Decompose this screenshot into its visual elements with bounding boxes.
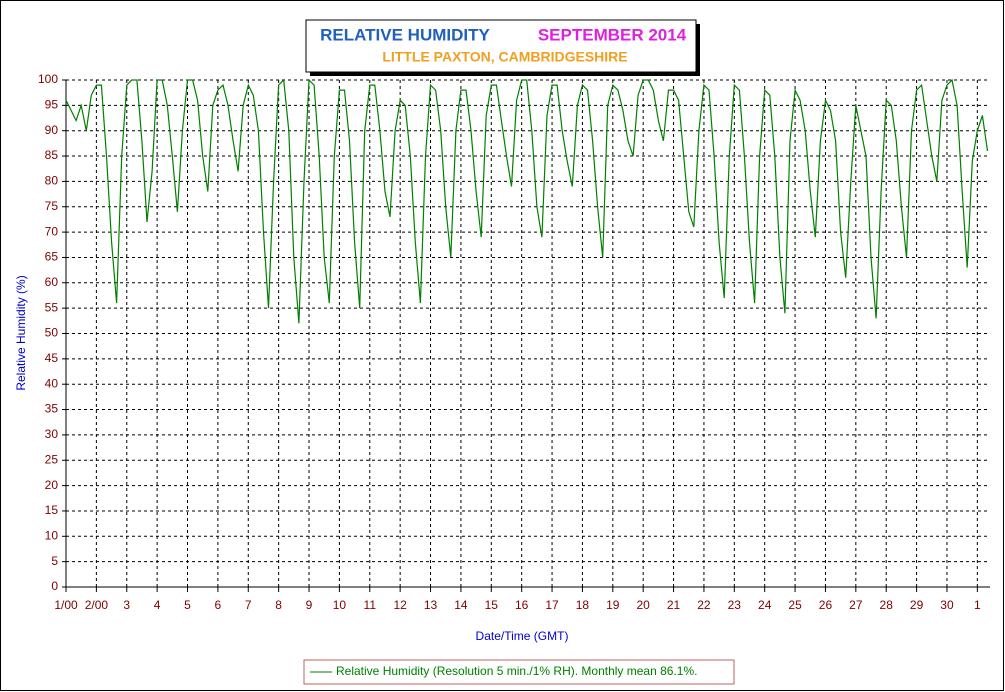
x-tick-label: 23 (728, 598, 742, 612)
x-tick-label: 1 (974, 598, 981, 612)
x-tick-label: 6 (215, 598, 222, 612)
y-tick-label: 80 (45, 174, 59, 188)
x-tick-label: 13 (424, 598, 438, 612)
y-axis-label: Relative Humidity (%) (14, 275, 28, 390)
y-tick-label: 50 (45, 326, 59, 340)
chart-title-period: SEPTEMBER 2014 (538, 25, 687, 44)
x-tick-label: 25 (788, 598, 802, 612)
y-tick-label: 90 (45, 123, 59, 137)
x-tick-label: 1/00 (54, 598, 78, 612)
x-tick-label: 15 (485, 598, 499, 612)
y-tick-label: 95 (45, 98, 59, 112)
x-tick-label: 17 (545, 598, 559, 612)
y-tick-label: 85 (45, 148, 59, 162)
x-tick-label: 19 (606, 598, 620, 612)
x-tick-label: 3 (123, 598, 130, 612)
y-tick-label: 40 (45, 376, 59, 390)
legend-label: Relative Humidity (Resolution 5 min./1% … (336, 664, 697, 678)
x-tick-label: 20 (637, 598, 651, 612)
y-tick-label: 25 (45, 452, 59, 466)
y-tick-label: 30 (45, 427, 59, 441)
x-tick-label: 22 (697, 598, 711, 612)
y-tick-label: 65 (45, 250, 59, 264)
x-tick-label: 24 (758, 598, 772, 612)
x-tick-label: 2/00 (85, 598, 109, 612)
x-tick-label: 27 (849, 598, 863, 612)
y-tick-label: 75 (45, 199, 59, 213)
x-tick-label: 11 (364, 598, 377, 612)
y-tick-label: 5 (51, 554, 58, 568)
x-tick-label: 21 (667, 598, 681, 612)
x-tick-label: 26 (819, 598, 833, 612)
x-tick-label: 29 (910, 598, 924, 612)
x-tick-label: 16 (515, 598, 529, 612)
x-tick-label: 12 (393, 598, 407, 612)
chart-subtitle: LITTLE PAXTON, CAMBRIDGESHIRE (382, 49, 627, 65)
y-tick-label: 15 (45, 503, 59, 517)
x-tick-label: 8 (275, 598, 282, 612)
y-tick-label: 100 (38, 72, 58, 86)
x-tick-label: 30 (940, 598, 954, 612)
data-line (65, 78, 989, 324)
y-tick-label: 55 (45, 300, 59, 314)
x-tick-label: 18 (576, 598, 590, 612)
y-tick-label: 70 (45, 224, 59, 238)
y-tick-label: 0 (51, 579, 58, 593)
y-tick-label: 35 (45, 402, 59, 416)
y-tick-label: 20 (45, 478, 59, 492)
x-tick-label: 4 (154, 598, 161, 612)
x-tick-label: 10 (333, 598, 347, 612)
x-tick-label: 5 (184, 598, 191, 612)
chart-title: RELATIVE HUMIDITY (320, 25, 490, 44)
x-tick-label: 7 (245, 598, 252, 612)
title-box (305, 19, 697, 73)
x-tick-label: 28 (880, 598, 894, 612)
x-tick-label: 14 (454, 598, 468, 612)
legend (303, 659, 735, 685)
x-tick-label: 9 (306, 598, 313, 612)
y-tick-label: 10 (45, 528, 59, 542)
y-tick-label: 60 (45, 275, 59, 289)
x-axis-label: Date/Time (GMT) (476, 629, 569, 643)
y-tick-label: 45 (45, 351, 59, 365)
